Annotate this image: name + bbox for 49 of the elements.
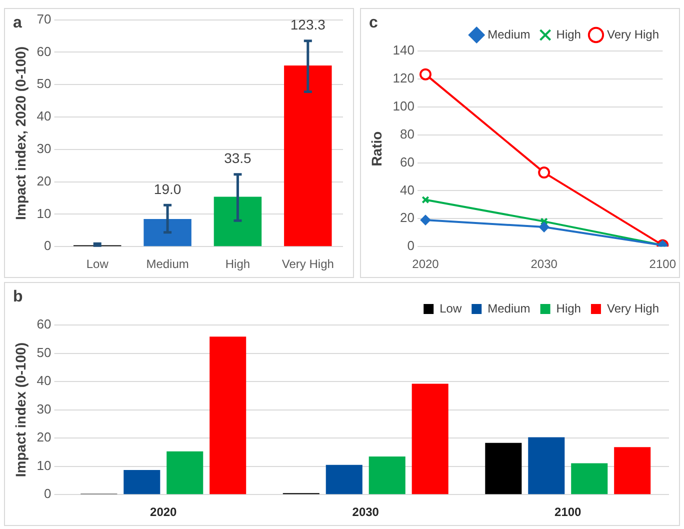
y-tick-label: 60: [36, 44, 52, 59]
annotation: 33.5: [224, 150, 252, 166]
y-tick-label: 10: [36, 206, 52, 221]
y-tick-label: 20: [36, 173, 52, 188]
y-tick-label: 20: [36, 430, 52, 445]
legend-label: Very High: [606, 27, 660, 42]
y-tick-label: 80: [400, 126, 414, 142]
y-tick-label: 30: [36, 401, 52, 416]
annotation: 123.3: [290, 16, 326, 33]
x-tick-label: 2020: [412, 257, 440, 272]
y-axis-title: Impact index (0-100): [12, 342, 28, 478]
x-tick-label: High: [225, 257, 250, 272]
legend-label: High: [556, 27, 581, 42]
y-tick-label: 40: [400, 182, 414, 198]
x-tick-label: Very High: [282, 257, 334, 272]
text: c: [369, 14, 378, 32]
y-tick-label: 30: [36, 140, 52, 156]
y-tick-label: 100: [392, 98, 414, 114]
x-tick-label: Low: [86, 257, 109, 272]
y-tick-label: 0: [407, 238, 414, 254]
y-tick-label: 50: [36, 76, 52, 92]
y-tick-label: 50: [36, 344, 52, 360]
y-tick-label: 140: [392, 42, 414, 58]
y-tick-label: 20: [400, 210, 414, 226]
x-tick-label: 2030: [530, 257, 558, 272]
x-tick-label: 2100: [554, 505, 582, 520]
y-axis-title: Impact index, 2020 (0-100): [12, 46, 28, 220]
y-tick-label: 0: [44, 486, 52, 502]
text: b: [13, 288, 23, 306]
y-tick-label: 60: [400, 154, 414, 170]
y-axis-title: Ratio: [368, 131, 384, 166]
y-tick-label: 10: [36, 458, 52, 473]
text: a: [13, 14, 22, 32]
legend-label: Low: [440, 301, 462, 316]
x-tick-label: 2020: [150, 505, 178, 520]
x-tick-label: 2030: [352, 505, 380, 520]
y-tick-label: 60: [36, 316, 52, 332]
x-tick-label: Medium: [146, 257, 189, 272]
annotation: 19.0: [154, 180, 182, 197]
y-tick-label: 70: [36, 11, 52, 26]
legend-label: Medium: [488, 301, 530, 316]
x-tick-label: 2100: [649, 257, 676, 272]
legend-label: Medium: [488, 27, 530, 42]
legend-label: Very High: [606, 301, 660, 316]
y-tick-label: 120: [392, 70, 414, 86]
legend-label: High: [556, 301, 581, 316]
y-tick-label: 40: [36, 373, 52, 388]
y-tick-label: 0: [44, 238, 52, 254]
y-tick-label: 40: [36, 108, 52, 124]
